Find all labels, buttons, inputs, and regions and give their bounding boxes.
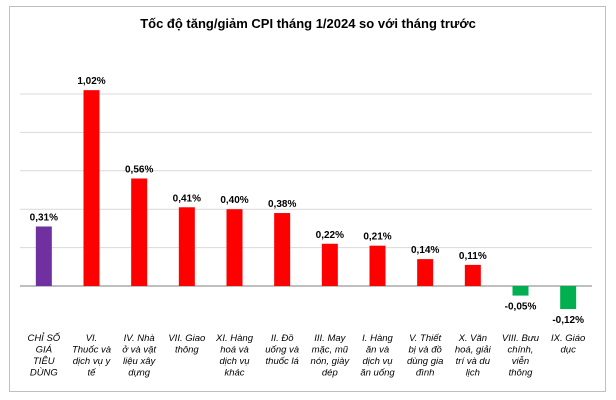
category-label-line: DÙNG [30, 368, 58, 379]
chart-frame [9, 6, 606, 392]
data-label: 1,02% [77, 76, 105, 87]
bar [560, 286, 577, 310]
category-label-line: liệu xây [123, 356, 156, 367]
bar [274, 213, 291, 286]
category-label-line: dùng gia [407, 356, 443, 367]
bar [83, 90, 100, 286]
category-label-line: ở và vật [122, 345, 156, 356]
category-label-line: VII. Giao [168, 333, 205, 344]
data-label: 0,56% [125, 164, 153, 175]
category-label-line: dép [322, 368, 338, 379]
category-label-line: dục [561, 345, 577, 356]
bar [417, 259, 434, 286]
bars [35, 90, 577, 310]
bar [178, 207, 195, 286]
bar [226, 209, 243, 286]
category-label: CHỈ SỐ GIÁ TIÊU DÙNG [27, 332, 60, 379]
data-label: 0,38% [268, 199, 296, 210]
category-label-line: khác [224, 368, 244, 379]
bar [131, 178, 148, 286]
category-label-line: V. Thiết [409, 333, 441, 344]
category-label: VII. Giao thông [168, 333, 205, 356]
category-label: IV. Nhà ở và vật liệu xây dựng [122, 333, 156, 379]
data-label: 0,21% [363, 232, 391, 243]
category-label-line: mặc, mũ [312, 345, 349, 356]
category-label-line: trí và du [456, 356, 491, 367]
chart-title: Tốc độ tăng/giảm CPI tháng 1/2024 so với… [140, 16, 476, 31]
category-label: IX. Giáo dục [551, 333, 585, 356]
category-label-line: VI. [86, 333, 98, 344]
category-label-line: thông [175, 345, 199, 356]
bar [464, 264, 481, 286]
category-label: X. Văn hoá, giải trí và du lịch [455, 333, 492, 379]
category-label: II. Đồ uống và thuốc lá [265, 333, 299, 367]
category-label: V. Thiết bị và đồ dùng gia đình [407, 333, 443, 379]
bar [321, 243, 338, 286]
data-label: 0,14% [411, 245, 439, 256]
category-label-line: uống và [265, 345, 299, 356]
category-label-line: Thuốc và [72, 345, 111, 356]
gridlines [20, 93, 592, 287]
category-label-line: GIÁ [36, 345, 52, 356]
category-label-line: chính, [508, 345, 534, 356]
category-label-line: I. Hàng [362, 333, 393, 344]
category-label-line: dịch vụ [362, 356, 393, 367]
data-label: 0,31% [30, 212, 58, 223]
category-label-line: dịch vụ y [73, 356, 112, 367]
data-label: 0,40% [220, 195, 248, 206]
category-label: XI. Hàng hoá và dịch vụ khác [215, 333, 254, 379]
category-label-line: IX. Giáo [551, 333, 585, 344]
category-label-line: X. Văn [458, 333, 488, 344]
category-label-line: dựng [128, 368, 151, 379]
category-label-line: đình [416, 368, 435, 379]
category-label-line: tế [88, 368, 97, 379]
category-label-line: bị và đồ [409, 345, 442, 356]
data-label: -0,12% [552, 315, 584, 326]
category-label-line: hoá và [220, 345, 249, 356]
category-label-line: II. Đồ [271, 333, 294, 344]
category-label: I. Hàng ăn và dịch vụ ăn uống [360, 333, 395, 379]
data-label: -0,05% [505, 302, 537, 313]
category-label-line: thuốc lá [266, 356, 299, 367]
category-label-line: III. May [314, 333, 346, 344]
category-label-line: TIÊU [33, 356, 55, 367]
category-label-line: CHỈ SỐ [27, 332, 60, 344]
category-label: VIII. Bưu chính, viễn thông [502, 333, 540, 379]
category-label-line: IV. Nhà [124, 333, 155, 344]
value-labels: 0,31% 1,02% 0,56% 0,41% 0,40% 0,38% 0,22% 0,21%… [30, 76, 584, 326]
category-label: III. May mặc, mũ nón, giày dép [311, 333, 351, 379]
bar [35, 226, 52, 286]
category-label-line: nón, giày [311, 356, 351, 367]
category-label: VI. Thuốc và dịch vụ y tế [72, 333, 112, 379]
category-label-line: dịch vụ [219, 356, 250, 367]
category-label-line: viễn [512, 356, 529, 367]
category-label-line: ăn và [366, 345, 389, 356]
data-label: 0,22% [316, 230, 344, 241]
bar [512, 286, 529, 296]
bar [369, 245, 386, 286]
category-label-line: lịch [466, 368, 480, 379]
category-label-line: XI. Hàng [215, 333, 254, 344]
category-label-line: thông [509, 368, 533, 379]
data-label: 0,41% [173, 193, 201, 204]
data-label: 0,11% [459, 251, 487, 262]
category-label-line: ăn uống [360, 368, 395, 379]
category-label-line: hoá, giải [455, 345, 492, 356]
category-label-line: VIII. Bưu [502, 333, 540, 344]
